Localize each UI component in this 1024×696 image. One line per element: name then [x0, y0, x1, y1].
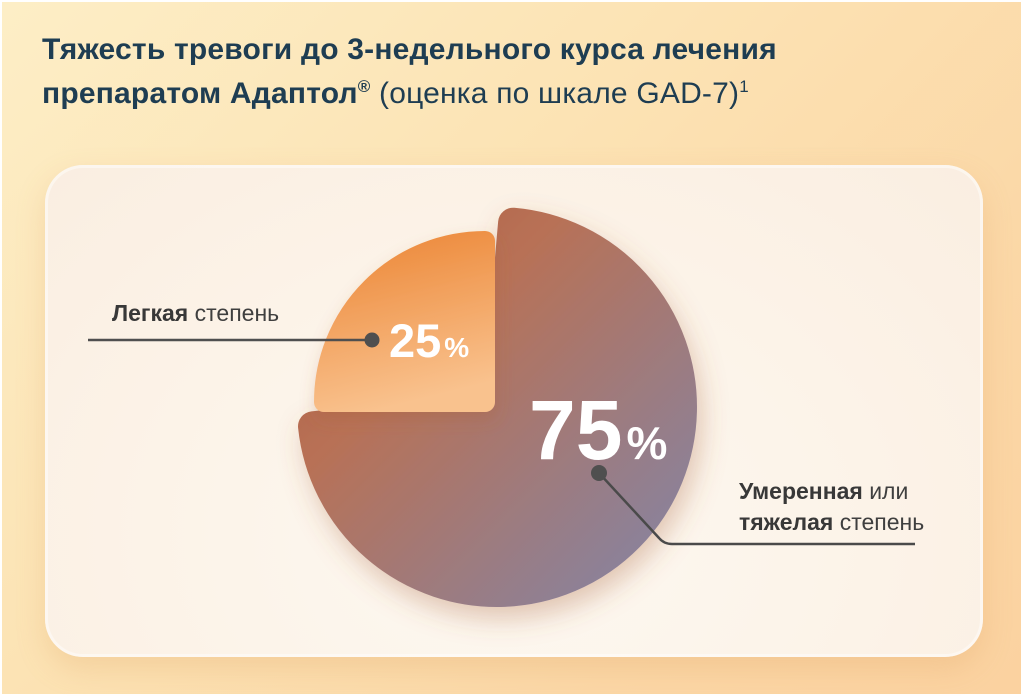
callout-moderate-regular: или: [862, 478, 909, 504]
footnote-marker: 1: [739, 77, 749, 96]
title-line-1: Тяжесть тревоги до 3-недельного курса ле…: [42, 33, 777, 66]
title-drug-name: препаратом Адаптол: [42, 77, 358, 110]
leader-dot-75: [591, 465, 607, 481]
leader-line-75: [598, 472, 915, 546]
slice-value-75-number: 75: [529, 383, 623, 477]
title-scale-note: (оценка по шкале GAD-7): [370, 77, 740, 110]
callout-label-mild: Легкая степень: [112, 300, 279, 327]
callout-severe-bold: тяжелая: [739, 509, 834, 535]
callout-mild-regular: степень: [188, 300, 280, 326]
slice-value-25: 25%: [389, 313, 469, 368]
slice-value-75: 75%: [529, 382, 667, 479]
callout-mild-bold: Легкая: [112, 300, 189, 326]
pie-slice-75: [298, 207, 697, 607]
callout-label-moderate-severe: Умеренная или тяжелая степень: [739, 476, 924, 538]
registered-trademark-mark: ®: [357, 77, 371, 96]
page-title: Тяжесть тревоги до 3-недельного курса ле…: [42, 28, 962, 116]
callout-severe-regular: степень: [833, 509, 925, 535]
slice-value-25-number: 25: [389, 314, 442, 367]
slice-value-75-percent-sign: %: [626, 417, 668, 469]
pie-slice-25: [314, 231, 495, 412]
callout-moderate-bold: Умеренная: [739, 478, 863, 504]
leader-dot-25: [364, 332, 380, 348]
slice-value-25-percent-sign: %: [444, 332, 470, 363]
